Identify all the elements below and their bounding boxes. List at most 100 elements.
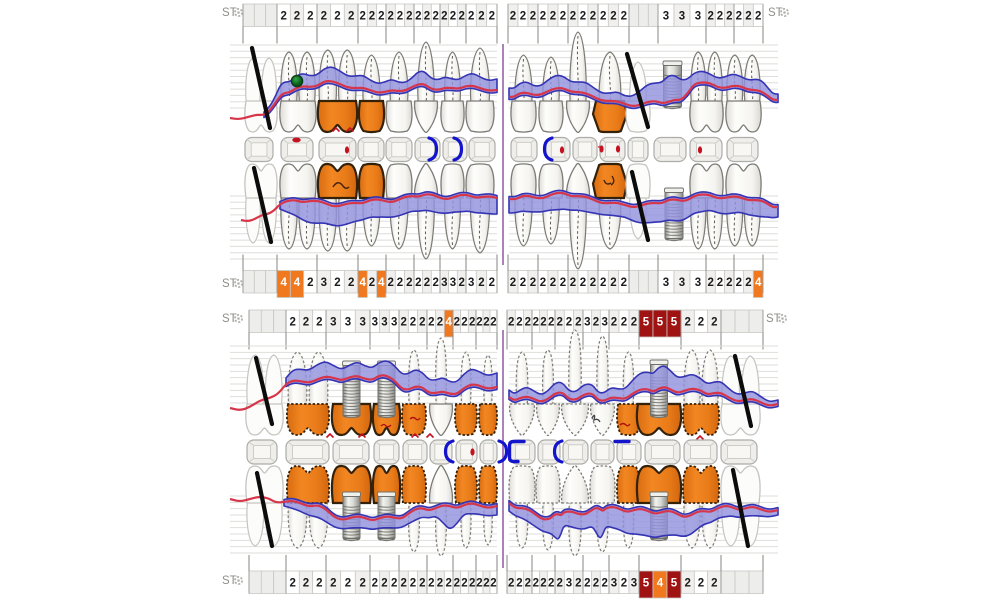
svg-text:3: 3	[695, 10, 701, 22]
svg-text:2: 2	[621, 316, 627, 328]
svg-text:4: 4	[445, 316, 452, 328]
svg-text:2: 2	[419, 316, 425, 328]
svg-text:ST: ST	[222, 575, 237, 587]
svg-text:2: 2	[348, 277, 354, 289]
svg-text:2: 2	[387, 277, 393, 289]
svg-text:2: 2	[483, 578, 489, 590]
svg-text:2: 2	[570, 10, 576, 22]
svg-text:2: 2	[575, 316, 581, 328]
svg-text:ST: ST	[222, 278, 237, 290]
svg-text:2: 2	[441, 10, 447, 22]
svg-text:5: 5	[657, 316, 664, 328]
svg-text:2: 2	[566, 316, 572, 328]
svg-text:2: 2	[570, 277, 576, 289]
svg-text:2: 2	[726, 10, 732, 22]
svg-text:2: 2	[294, 10, 300, 22]
svg-text:3: 3	[381, 316, 387, 328]
svg-text:2: 2	[540, 578, 546, 590]
svg-text:2: 2	[303, 316, 309, 328]
svg-text:2: 2	[289, 316, 295, 328]
svg-text:2: 2	[454, 316, 460, 328]
svg-text:3: 3	[584, 316, 590, 328]
svg-text:2: 2	[698, 578, 704, 590]
svg-text:2: 2	[525, 578, 531, 590]
svg-text:5: 5	[671, 316, 678, 328]
svg-text:2: 2	[391, 578, 397, 590]
svg-text:4: 4	[280, 277, 287, 289]
svg-text:3: 3	[611, 578, 617, 590]
svg-text:2: 2	[476, 578, 482, 590]
svg-text:2: 2	[590, 10, 596, 22]
svg-text:2: 2	[684, 316, 690, 328]
svg-text:3: 3	[345, 316, 351, 328]
svg-text:3: 3	[321, 277, 327, 289]
svg-text:2: 2	[330, 578, 336, 590]
svg-text:2: 2	[410, 316, 416, 328]
svg-text:4: 4	[755, 277, 762, 289]
svg-text:2: 2	[307, 277, 313, 289]
svg-text:2: 2	[516, 316, 522, 328]
svg-text:2: 2	[415, 10, 421, 22]
svg-text:5: 5	[643, 316, 650, 328]
svg-text:2: 2	[755, 10, 761, 22]
svg-text:2: 2	[745, 277, 751, 289]
svg-text:2: 2	[369, 10, 375, 22]
svg-text:2: 2	[590, 277, 596, 289]
svg-text:2: 2	[533, 316, 539, 328]
svg-text:2: 2	[510, 277, 516, 289]
svg-text:2: 2	[307, 10, 313, 22]
svg-text:ST: ST	[766, 313, 781, 325]
svg-text:2: 2	[359, 578, 365, 590]
svg-text:2: 2	[345, 578, 351, 590]
svg-text:2: 2	[580, 10, 586, 22]
svg-text:2: 2	[428, 578, 434, 590]
svg-text:3: 3	[601, 316, 607, 328]
svg-text:2: 2	[432, 277, 438, 289]
svg-text:2: 2	[334, 277, 340, 289]
svg-text:2: 2	[736, 277, 742, 289]
svg-text:2: 2	[540, 316, 546, 328]
svg-text:2: 2	[400, 316, 406, 328]
svg-text:2: 2	[400, 578, 406, 590]
svg-text:2: 2	[726, 277, 732, 289]
svg-text:2: 2	[280, 10, 286, 22]
svg-text:2: 2	[437, 578, 443, 590]
svg-text:2: 2	[550, 10, 556, 22]
svg-text:2: 2	[621, 277, 627, 289]
svg-text:ST: ST	[222, 7, 237, 19]
svg-text:2: 2	[707, 10, 713, 22]
svg-text:2: 2	[580, 277, 586, 289]
svg-text:2: 2	[684, 578, 690, 590]
svg-text:2: 2	[450, 10, 456, 22]
svg-text:2: 2	[550, 277, 556, 289]
svg-text:2: 2	[600, 10, 606, 22]
svg-text:5: 5	[671, 578, 678, 590]
svg-text:2: 2	[369, 277, 375, 289]
svg-text:2: 2	[454, 578, 460, 590]
svg-text:3: 3	[441, 277, 447, 289]
svg-text:2: 2	[419, 578, 425, 590]
svg-text:2: 2	[424, 277, 430, 289]
svg-text:2: 2	[530, 10, 536, 22]
svg-text:3: 3	[631, 578, 637, 590]
svg-text:5: 5	[643, 578, 650, 590]
svg-text:2: 2	[432, 10, 438, 22]
svg-text:2: 2	[489, 10, 495, 22]
svg-text:2: 2	[610, 277, 616, 289]
svg-text:2: 2	[489, 277, 495, 289]
svg-text:2: 2	[289, 578, 295, 590]
svg-text:2: 2	[483, 316, 489, 328]
svg-text:3: 3	[391, 316, 397, 328]
svg-text:2: 2	[556, 578, 562, 590]
svg-text:2: 2	[745, 10, 751, 22]
svg-text:2: 2	[348, 10, 354, 22]
svg-text:3: 3	[372, 316, 378, 328]
svg-text:2: 2	[415, 277, 421, 289]
svg-text:2: 2	[601, 578, 607, 590]
svg-text:2: 2	[387, 10, 393, 22]
svg-text:2: 2	[510, 10, 516, 22]
svg-text:2: 2	[461, 578, 467, 590]
svg-text:2: 2	[316, 316, 322, 328]
svg-text:2: 2	[540, 10, 546, 22]
svg-text:4: 4	[378, 277, 385, 289]
